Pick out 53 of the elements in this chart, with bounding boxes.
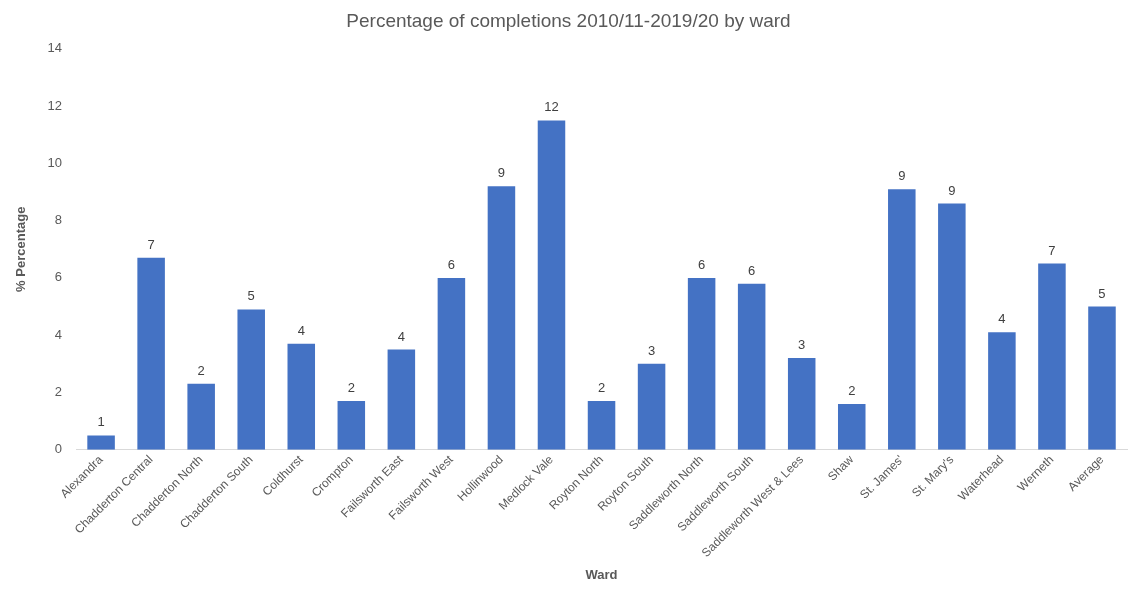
bar <box>437 277 466 450</box>
data-label: 2 <box>197 362 205 378</box>
bar <box>1038 263 1066 450</box>
data-label: 3 <box>647 342 656 358</box>
data-label: 2 <box>597 380 606 396</box>
data-label: 6 <box>447 256 456 272</box>
y-tick-label: 4 <box>54 326 63 342</box>
y-tick-label: 0 <box>54 441 63 457</box>
data-label: 9 <box>898 168 906 184</box>
bar <box>587 401 616 450</box>
bar <box>687 277 716 450</box>
bar <box>837 403 866 450</box>
y-tick-label: 10 <box>47 154 63 170</box>
data-label: 1 <box>97 414 105 430</box>
y-tick-label: 2 <box>54 384 63 400</box>
bar <box>637 363 666 450</box>
data-label: 4 <box>998 311 1006 327</box>
bar <box>938 203 966 450</box>
bar <box>487 186 516 450</box>
x-axis-title: Ward <box>585 566 618 582</box>
data-label: 3 <box>798 337 806 353</box>
data-label: 4 <box>297 322 305 338</box>
bar <box>187 383 215 450</box>
bar <box>287 343 316 450</box>
bar <box>1088 306 1116 450</box>
bar <box>537 120 566 450</box>
bar <box>787 358 816 450</box>
chart-title: Percentage of completions 2010/11-2019/20 by ward <box>346 9 791 31</box>
data-label: 5 <box>1098 285 1106 301</box>
bar <box>387 349 416 450</box>
bar <box>237 309 265 450</box>
y-axis-title: % Percentage <box>13 206 29 292</box>
y-tick-label: 14 <box>47 40 63 56</box>
data-label: 2 <box>347 380 355 396</box>
bar <box>988 332 1016 450</box>
data-label: 12 <box>544 99 559 115</box>
y-tick-label: 12 <box>47 97 63 113</box>
bar <box>137 257 165 450</box>
y-tick-label: 6 <box>54 269 63 285</box>
data-label: 6 <box>698 256 706 272</box>
data-label: 7 <box>147 236 155 252</box>
data-label: 5 <box>247 288 255 304</box>
data-label: 6 <box>748 262 756 278</box>
bar <box>888 189 916 450</box>
data-label: 2 <box>848 383 856 398</box>
bar <box>337 401 366 450</box>
bar <box>737 283 766 450</box>
data-label: 9 <box>497 165 506 181</box>
data-label: 4 <box>397 328 405 344</box>
data-label: 9 <box>948 182 956 198</box>
data-label: 7 <box>1048 242 1056 258</box>
y-tick-label: 8 <box>54 212 63 228</box>
bar <box>87 435 115 450</box>
